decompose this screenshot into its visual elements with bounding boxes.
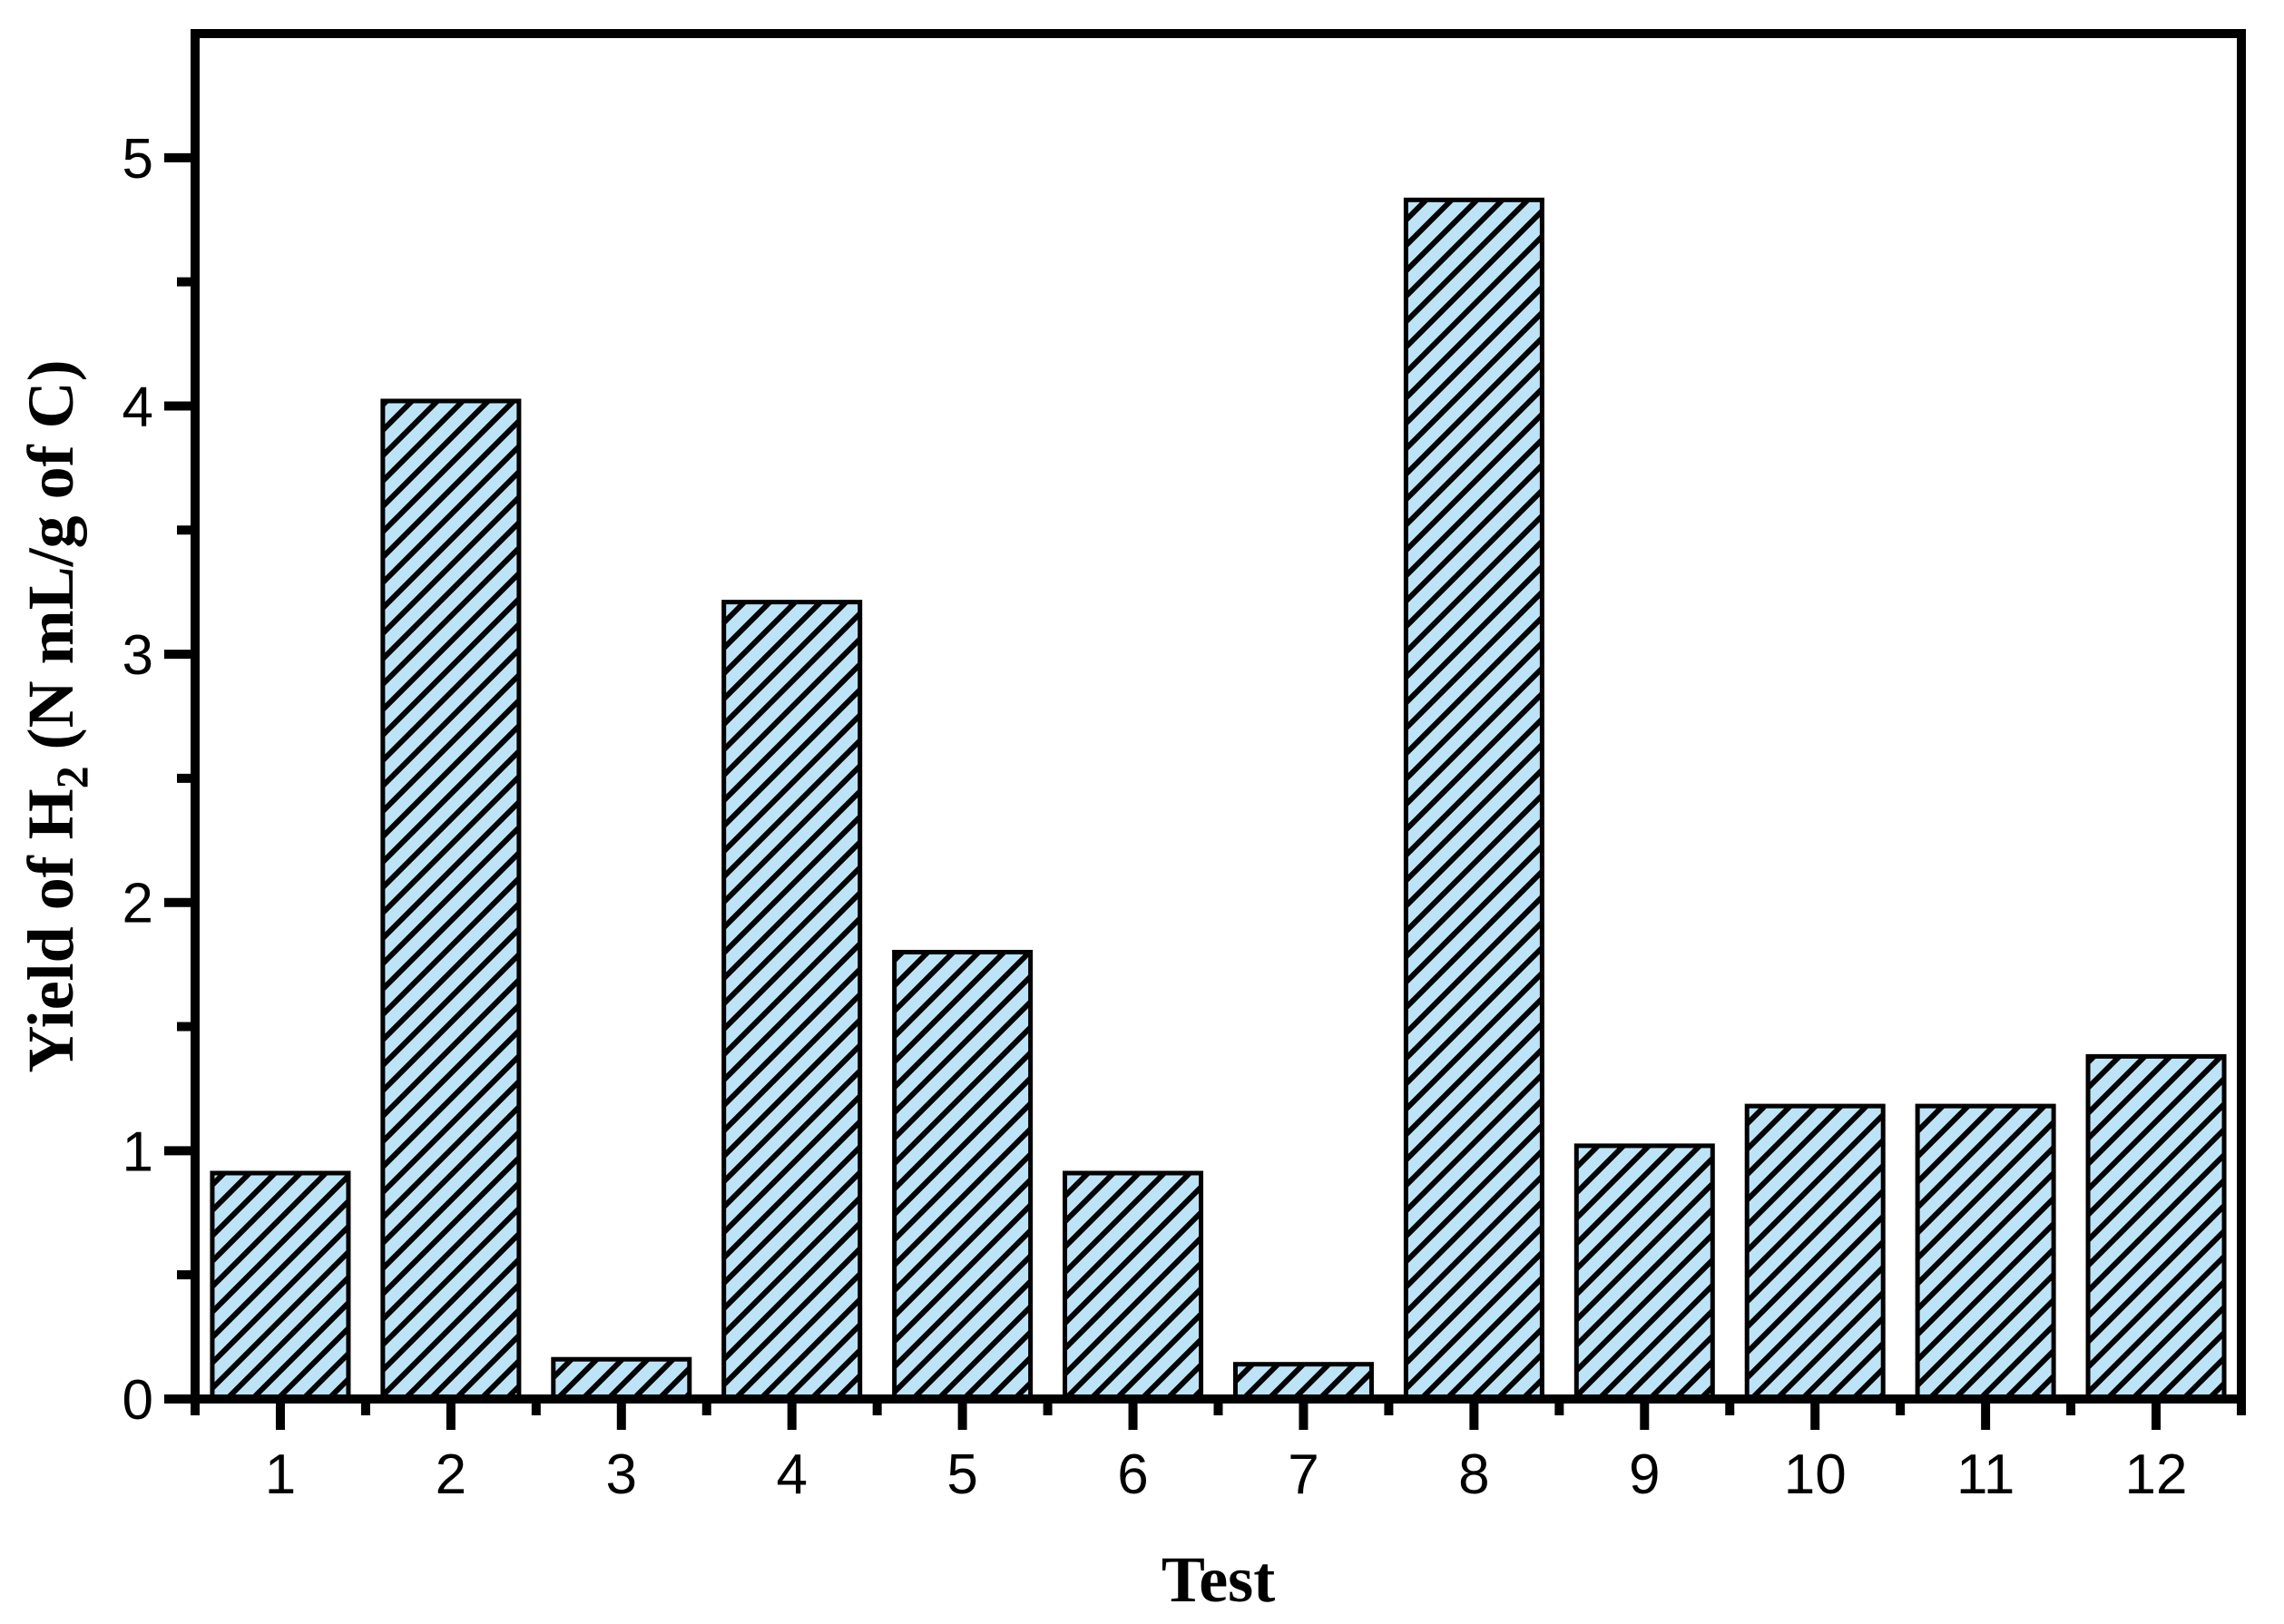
- x-tick-label: 11: [1956, 1443, 2014, 1506]
- plot-border: [191, 29, 2246, 1404]
- x-tick-label: 4: [776, 1443, 807, 1506]
- bars-group: [210, 197, 2227, 1402]
- bar-10: [1744, 1103, 1886, 1402]
- y-axis-title: Yield of H2 (N mL/g of C): [15, 359, 97, 1072]
- bar-2: [380, 398, 522, 1402]
- bar-7: [1232, 1362, 1374, 1402]
- x-tick-label: 1: [265, 1443, 296, 1506]
- x-tick-label: 3: [606, 1443, 637, 1506]
- bar-9: [1573, 1143, 1715, 1402]
- x-tick-label: 9: [1629, 1443, 1660, 1506]
- y-tick-label: 0: [123, 1369, 153, 1432]
- x-axis-title: Test: [1162, 1543, 1275, 1616]
- y-tick-label: 2: [123, 873, 153, 935]
- x-tick-label: 10: [1784, 1443, 1847, 1506]
- x-tick-label: 6: [1117, 1443, 1148, 1506]
- x-tick-label: 2: [436, 1443, 466, 1506]
- y-tick-label: 5: [123, 128, 153, 191]
- bar-6: [1063, 1170, 1204, 1402]
- x-tick-label: 7: [1288, 1443, 1318, 1506]
- y-tick-label: 4: [123, 376, 153, 438]
- bar-4: [721, 600, 863, 1402]
- bar-8: [1403, 197, 1544, 1402]
- x-tick-label: 12: [2125, 1443, 2188, 1506]
- x-tick-label: 8: [1458, 1443, 1489, 1506]
- bar-5: [892, 949, 1034, 1402]
- x-tick-label: 5: [946, 1443, 977, 1506]
- axis-ticks-group: [164, 152, 2246, 1430]
- bar-1: [210, 1170, 351, 1402]
- bar-11: [1915, 1103, 2056, 1402]
- y-tick-label: 1: [123, 1120, 153, 1183]
- bar-3: [551, 1356, 692, 1402]
- bar-12: [2085, 1053, 2227, 1402]
- y-tick-label: 3: [123, 624, 153, 687]
